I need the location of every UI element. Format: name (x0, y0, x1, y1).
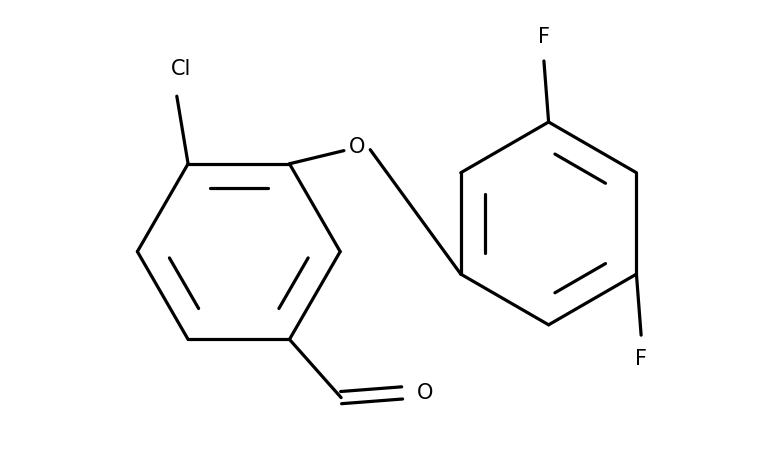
Text: F: F (635, 349, 647, 369)
Text: O: O (349, 137, 365, 157)
Text: O: O (417, 383, 433, 403)
Text: F: F (538, 27, 550, 47)
Text: Cl: Cl (171, 59, 191, 79)
